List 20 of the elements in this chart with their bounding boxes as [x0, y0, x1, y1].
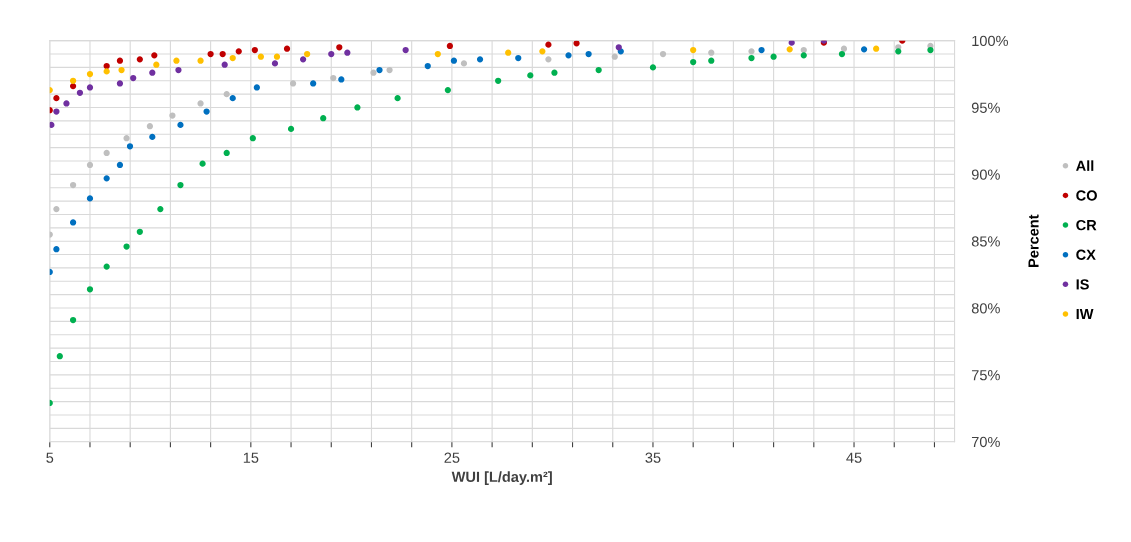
x-tick-label: 45 [846, 452, 862, 463]
y-tick-label: 100% [972, 35, 1009, 47]
y-tick-label: 80% [971, 303, 1000, 314]
x-axis-title: WUI [L/day.m²] [451, 471, 552, 485]
y-tick-label: 90% [971, 169, 1000, 180]
x-tick-label: 25 [444, 452, 460, 463]
legend-label: IW [1076, 309, 1094, 320]
y-tick-label: 70% [971, 436, 1000, 448]
legend-label: CO [1076, 190, 1097, 201]
x-tick-label: 35 [645, 452, 661, 463]
legend-label: IS [1076, 279, 1089, 290]
legend-label: CX [1076, 249, 1096, 260]
legend-label: CR [1076, 219, 1097, 231]
x-tick-label: 15 [243, 452, 259, 463]
y-tick-label: 85% [971, 236, 1000, 247]
y-tick-label: 95% [971, 102, 1000, 113]
y-axis-title: Percent [1028, 214, 1039, 267]
legend-label: All [1076, 160, 1094, 171]
y-tick-label: 75% [971, 370, 1000, 381]
x-tick-label: 5 [46, 452, 54, 463]
